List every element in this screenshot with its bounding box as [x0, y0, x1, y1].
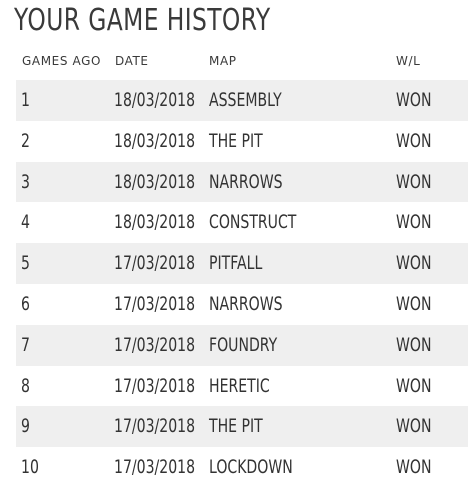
page-title: YOUR GAME HISTORY [14, 3, 271, 38]
games-ago-cell: 10 [21, 456, 39, 479]
map-cell: THE PIT [209, 129, 263, 152]
date-cell: 18/03/2018 [114, 170, 196, 193]
result-cell: WON [396, 211, 432, 234]
table-row: 8 17/03/2018 HERETIC WON [16, 366, 468, 407]
table-row: 4 18/03/2018 CONSTRUCT WON [16, 202, 468, 243]
column-header-games-ago: GAMES AGO [22, 54, 102, 68]
result-cell: WON [396, 129, 432, 152]
date-cell: 17/03/2018 [114, 456, 196, 479]
date-cell: 17/03/2018 [114, 292, 196, 315]
games-ago-cell: 4 [21, 211, 30, 234]
game-history-table: 1 18/03/2018 ASSEMBLY WON 2 18/03/2018 T… [16, 80, 468, 488]
map-cell: NARROWS [209, 170, 283, 193]
table-row: 9 17/03/2018 THE PIT WON [16, 406, 468, 448]
result-cell: WON [396, 170, 432, 193]
table-row: 6 17/03/2018 NARROWS WON [16, 284, 468, 325]
date-cell: 18/03/2018 [114, 129, 196, 152]
result-cell: WON [396, 333, 432, 356]
map-cell: PITFALL [209, 252, 263, 275]
games-ago-cell: 1 [21, 89, 30, 111]
table-header: GAMES AGO DATE MAP W/L [16, 46, 468, 76]
table-row: 5 17/03/2018 PITFALL WON [16, 243, 468, 284]
table-row: 2 18/03/2018 THE PIT WON [16, 121, 468, 162]
result-cell: WON [396, 415, 432, 438]
column-header-date: DATE [115, 54, 149, 68]
result-cell: WON [396, 292, 432, 315]
games-ago-cell: 7 [21, 333, 30, 356]
date-cell: 17/03/2018 [114, 374, 196, 397]
table-row: 1 18/03/2018 ASSEMBLY WON [16, 80, 468, 121]
date-cell: 18/03/2018 [114, 211, 196, 234]
games-ago-cell: 2 [21, 129, 30, 152]
table-row: 10 17/03/2018 LOCKDOWN WON [16, 447, 468, 488]
date-cell: 18/03/2018 [114, 89, 196, 111]
games-ago-cell: 8 [21, 374, 30, 397]
result-cell: WON [396, 89, 432, 111]
date-cell: 17/03/2018 [114, 415, 196, 438]
column-header-map: MAP [209, 54, 237, 68]
games-ago-cell: 6 [21, 292, 30, 315]
games-ago-cell: 3 [21, 170, 30, 193]
games-ago-cell: 9 [21, 415, 30, 438]
map-cell: THE PIT [209, 415, 263, 438]
table-row: 7 17/03/2018 FOUNDRY WON [16, 324, 468, 366]
map-cell: LOCKDOWN [209, 456, 293, 479]
result-cell: WON [396, 456, 432, 479]
map-cell: HERETIC [209, 374, 270, 397]
result-cell: WON [396, 252, 432, 275]
date-cell: 17/03/2018 [114, 333, 196, 356]
map-cell: CONSTRUCT [209, 211, 297, 234]
map-cell: ASSEMBLY [209, 89, 282, 111]
column-header-wl: W/L [396, 54, 421, 68]
date-cell: 17/03/2018 [114, 252, 196, 275]
map-cell: FOUNDRY [209, 333, 278, 356]
table-row: 3 18/03/2018 NARROWS WON [16, 161, 468, 203]
map-cell: NARROWS [209, 292, 283, 315]
result-cell: WON [396, 374, 432, 397]
games-ago-cell: 5 [21, 252, 30, 275]
